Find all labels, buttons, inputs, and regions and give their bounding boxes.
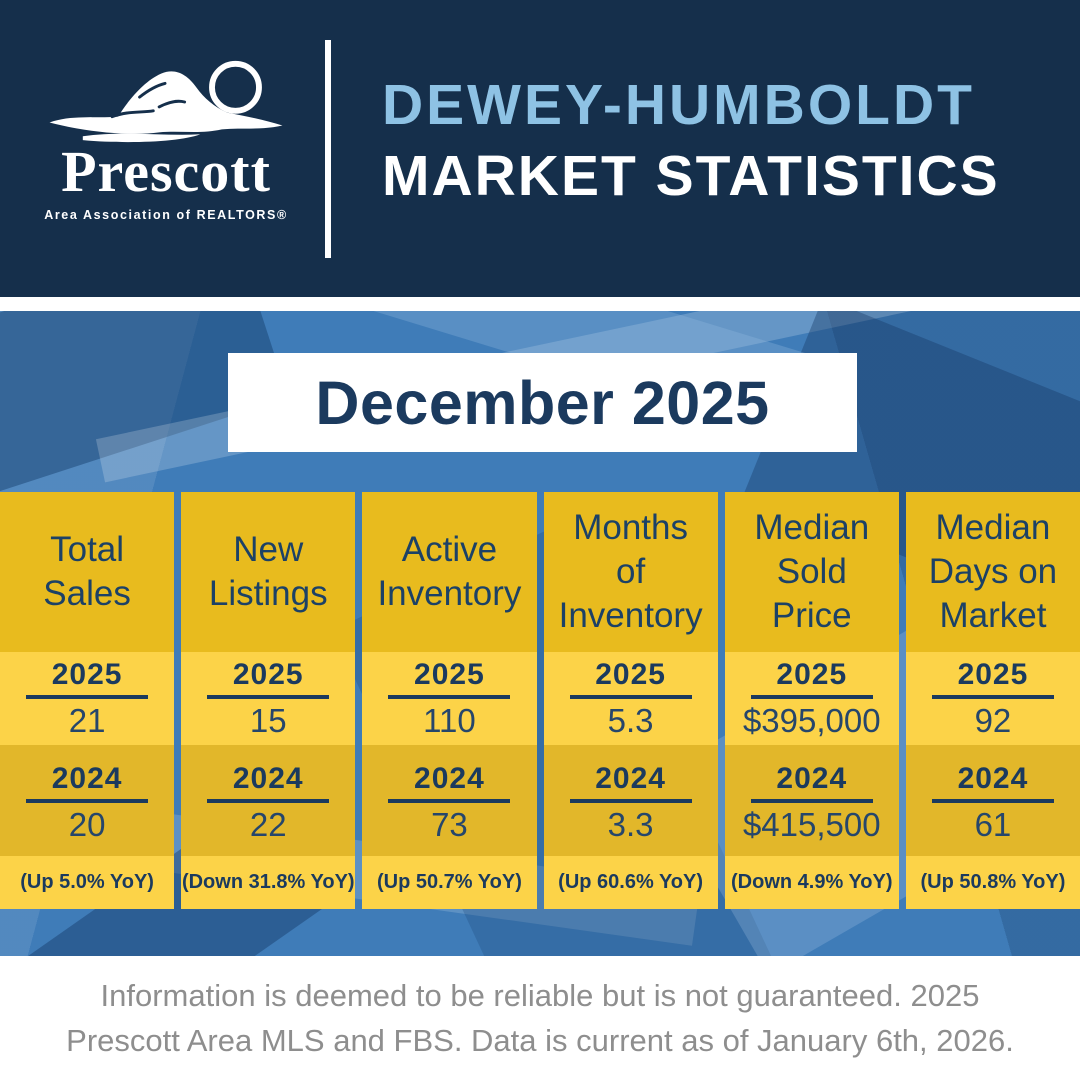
year-label: 2024 — [414, 762, 485, 795]
disclaimer: Information is deemed to be reliable but… — [0, 956, 1080, 1080]
header-divider — [325, 40, 331, 258]
stats-table: Total Sales 2025 21 2024 20 (Up 5.0% YoY… — [0, 492, 1080, 909]
stat-column-total-sales: Total Sales 2025 21 2024 20 (Up 5.0% YoY… — [0, 492, 175, 909]
previous-year-cell: 2024 61 — [905, 745, 1080, 856]
stat-header: Median Days on Market — [905, 492, 1080, 652]
year-underline — [207, 799, 330, 803]
year-label: 2025 — [776, 658, 848, 691]
current-year-cell: 2025 110 — [362, 652, 537, 745]
stat-value: 20 — [68, 806, 106, 843]
current-year-cell: 2025 92 — [905, 652, 1080, 745]
stat-column-median-sold-price: Median Sold Price 2025 $395,000 2024 $41… — [724, 492, 899, 909]
stat-value: 21 — [68, 702, 106, 739]
disclaimer-line-2: Prescott Area MLS and FBS. Data is curre… — [66, 1023, 1014, 1058]
year-underline — [207, 695, 330, 699]
year-label: 2024 — [595, 762, 666, 795]
page-title-subject: MARKET STATISTICS — [382, 144, 1000, 208]
logo-subtitle: Area Association of REALTORS® — [44, 208, 288, 222]
stat-column-new-listings: New Listings 2025 15 2024 22 (Down 31.8%… — [181, 492, 356, 909]
stat-header: Median Sold Price — [724, 492, 899, 652]
current-year-cell: 2025 21 — [0, 652, 175, 745]
page-title-location: DEWEY-HUMBOLDT — [382, 73, 975, 137]
year-label: 2024 — [51, 762, 123, 795]
year-underline — [26, 695, 149, 699]
stat-column-median-days-on-market: Median Days on Market 2025 92 2024 61 (U… — [905, 492, 1080, 909]
previous-year-cell: 2024 22 — [181, 745, 356, 856]
month-banner-label: December 2025 — [315, 368, 770, 437]
year-underline — [569, 799, 692, 803]
stat-value: 110 — [423, 702, 476, 739]
stat-value: $415,500 — [742, 806, 881, 843]
year-underline — [569, 695, 692, 699]
mountain-sun-icon — [49, 60, 283, 143]
page-title: DEWEY-HUMBOLDT MARKET STATISTICS — [382, 70, 1000, 212]
stat-value: 73 — [431, 806, 468, 843]
yoy-change: (Up 60.6% YoY) — [543, 856, 718, 909]
year-underline — [931, 695, 1054, 699]
stat-column-months-of-inventory: Months of Inventory 2025 5.3 2024 3.3 (U… — [543, 492, 718, 909]
previous-year-cell: 2024 3.3 — [543, 745, 718, 856]
stat-value: 92 — [974, 702, 1012, 739]
previous-year-cell: 2024 20 — [0, 745, 175, 856]
stat-header: Months of Inventory — [543, 492, 718, 652]
year-label: 2025 — [232, 658, 304, 691]
year-underline — [26, 799, 149, 803]
year-underline — [388, 695, 511, 699]
stat-value: 22 — [249, 806, 287, 843]
year-underline — [750, 799, 873, 803]
year-underline — [750, 695, 873, 699]
yoy-change: (Up 50.7% YoY) — [362, 856, 537, 909]
year-label: 2024 — [232, 762, 304, 795]
aerial-photo-background: December 2025 Total Sales 2025 21 2024 2… — [0, 311, 1080, 956]
stat-value: 3.3 — [607, 806, 654, 843]
yoy-change: (Up 5.0% YoY) — [0, 856, 175, 909]
yoy-change: (Down 31.8% YoY) — [181, 856, 356, 909]
previous-year-cell: 2024 $415,500 — [724, 745, 899, 856]
month-banner: December 2025 — [228, 353, 857, 452]
stat-header: Total Sales — [0, 492, 175, 652]
stat-value: 61 — [974, 806, 1012, 843]
stat-header: Active Inventory — [362, 492, 537, 652]
stat-header: New Listings — [181, 492, 356, 652]
yoy-change: (Down 4.9% YoY) — [724, 856, 899, 909]
current-year-cell: 2025 $395,000 — [724, 652, 899, 745]
year-label: 2025 — [51, 658, 123, 691]
previous-year-cell: 2024 73 — [362, 745, 537, 856]
current-year-cell: 2025 5.3 — [543, 652, 718, 745]
stat-value: $395,000 — [742, 702, 881, 739]
logo-wordmark: Prescott — [61, 139, 271, 204]
year-underline — [931, 799, 1054, 803]
year-label: 2025 — [595, 658, 666, 691]
year-label: 2025 — [957, 658, 1029, 691]
stat-value: 5.3 — [607, 702, 654, 739]
year-underline — [388, 799, 511, 803]
header-bar: Prescott Area Association of REALTORS® D… — [0, 0, 1080, 297]
year-label: 2025 — [414, 658, 485, 691]
prescott-logo: Prescott Area Association of REALTORS® — [28, 56, 304, 222]
disclaimer-line-1: Information is deemed to be reliable but… — [100, 978, 980, 1013]
year-label: 2024 — [957, 762, 1029, 795]
yoy-change: (Up 50.8% YoY) — [905, 856, 1080, 909]
current-year-cell: 2025 15 — [181, 652, 356, 745]
stat-value: 15 — [249, 702, 287, 739]
year-label: 2024 — [776, 762, 848, 795]
stat-column-active-inventory: Active Inventory 2025 110 2024 73 (Up 50… — [362, 492, 537, 909]
